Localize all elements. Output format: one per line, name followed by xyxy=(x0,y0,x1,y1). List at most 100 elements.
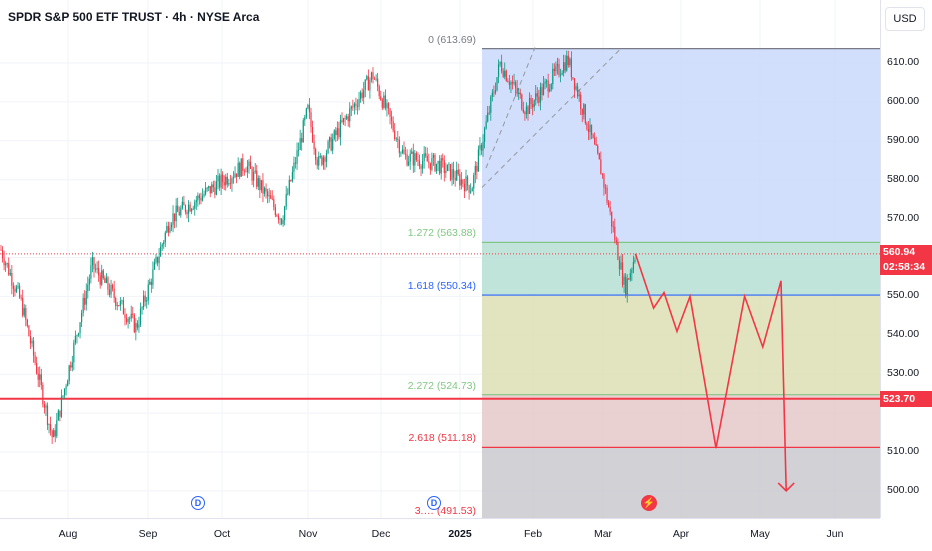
candle-body xyxy=(311,126,314,142)
candle-body xyxy=(270,195,272,199)
candle-body xyxy=(552,68,554,85)
candle-body xyxy=(329,137,331,142)
candle-body xyxy=(525,106,528,115)
dividend-event-icon[interactable]: D xyxy=(427,496,441,510)
price-axis-label: 580.00 xyxy=(887,172,920,185)
candle-body xyxy=(530,98,532,105)
candle-body xyxy=(383,95,385,108)
candle-body xyxy=(335,130,337,136)
news-flash-icon[interactable]: ⚡ xyxy=(641,495,657,511)
candle-body xyxy=(606,187,608,203)
candle-body xyxy=(160,246,162,257)
time-axis-label: Sep xyxy=(138,528,158,540)
candle-body xyxy=(364,79,366,91)
time-axis-label: Nov xyxy=(298,528,318,540)
candle-body xyxy=(426,155,428,162)
candle-body xyxy=(63,388,66,396)
candle-body xyxy=(603,174,605,188)
candle-body xyxy=(277,215,280,220)
candle-body xyxy=(288,180,290,194)
candle-body xyxy=(146,300,148,302)
candle-body xyxy=(234,173,236,178)
price-axis-label: 600.00 xyxy=(887,94,920,107)
candle-body xyxy=(206,187,208,189)
candle-body xyxy=(378,86,380,97)
candle-body xyxy=(499,61,501,65)
candle-body xyxy=(253,171,255,181)
candle-body xyxy=(556,64,559,67)
candle-body xyxy=(389,108,391,117)
candle-body xyxy=(448,164,450,165)
candle-body xyxy=(274,207,276,216)
candle-body xyxy=(155,256,157,263)
candle-body xyxy=(1,249,4,259)
candle-body xyxy=(104,278,106,283)
candle-body xyxy=(53,430,55,438)
candle-body xyxy=(223,182,225,186)
candle-body xyxy=(279,218,281,220)
candle-body xyxy=(361,92,363,98)
candle-body xyxy=(84,297,86,305)
candle-body xyxy=(12,286,14,289)
candle-body xyxy=(191,209,193,212)
candle-body xyxy=(315,149,317,160)
price-axis-label: 530.00 xyxy=(887,367,920,380)
candle-body xyxy=(43,404,45,408)
candle-body xyxy=(81,313,83,323)
time-axis[interactable]: Aug Sep Oct Nov Dec 2025 Feb Mar Apr May Jun xyxy=(0,518,880,551)
candle-body xyxy=(147,284,149,301)
candle-body xyxy=(130,313,132,319)
candle-body xyxy=(119,300,121,306)
candle-body xyxy=(102,270,104,279)
currency-button[interactable]: USD xyxy=(885,7,925,31)
candle-body xyxy=(626,278,628,296)
candle-body xyxy=(497,64,500,78)
fib-level-label: 3.… (491.53) xyxy=(414,505,476,517)
price-chart[interactable] xyxy=(0,0,880,518)
candle-body xyxy=(133,314,135,333)
candle-body xyxy=(522,109,524,113)
chart-area[interactable]: SPDR S&P 500 ETF TRUST · 4h · NYSE Arca … xyxy=(0,0,880,518)
candle-body xyxy=(569,58,571,65)
candle-body xyxy=(67,380,69,387)
candle-body xyxy=(271,198,273,200)
countdown-tag: 02:58:34 xyxy=(880,259,932,275)
candle-body xyxy=(138,324,140,328)
candle-body xyxy=(338,128,340,138)
candle-body xyxy=(308,104,311,113)
time-axis-label: Feb xyxy=(523,528,543,540)
candle-body xyxy=(358,98,360,107)
candle-body xyxy=(415,153,417,160)
candle-body xyxy=(484,128,486,142)
time-axis-label: Mar xyxy=(593,528,613,540)
symbol-title[interactable]: SPDR S&P 500 ETF TRUST · 4h · NYSE Arca xyxy=(8,10,260,24)
candle-body xyxy=(195,200,197,203)
candle-body xyxy=(158,256,160,264)
candle-body xyxy=(417,159,419,161)
candle-body xyxy=(65,386,67,389)
candle-body xyxy=(604,187,607,189)
candle-body xyxy=(542,83,545,95)
candle-body xyxy=(243,170,245,172)
candle-body xyxy=(319,156,321,157)
time-axis-label: Apr xyxy=(672,528,690,540)
price-axis-label: 610.00 xyxy=(887,56,920,68)
candle-body xyxy=(113,288,115,298)
candle-body xyxy=(460,179,462,186)
candle-body xyxy=(401,149,404,153)
candle-body xyxy=(400,152,402,154)
candle-body xyxy=(28,325,30,337)
candle-body xyxy=(127,318,129,323)
candle-body xyxy=(167,225,169,233)
projection-path[interactable] xyxy=(634,253,787,491)
candle-body xyxy=(527,106,529,114)
candle-body xyxy=(262,180,264,194)
candle-body xyxy=(260,180,262,191)
candle-body xyxy=(302,120,304,143)
candle-body xyxy=(180,208,182,216)
candle-body xyxy=(186,211,188,215)
candle-body xyxy=(380,96,382,100)
candle-body xyxy=(532,104,534,108)
candle-body xyxy=(612,226,614,228)
dividend-event-icon[interactable]: D xyxy=(191,496,205,510)
